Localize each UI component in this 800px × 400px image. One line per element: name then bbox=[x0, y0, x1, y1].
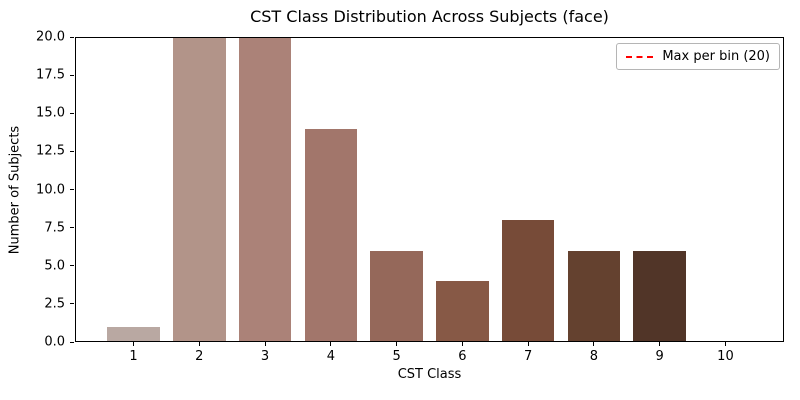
x-tick-mark-1 bbox=[133, 342, 135, 346]
x-tick-mark-4 bbox=[330, 342, 332, 346]
y-tick-mark-17.5 bbox=[70, 74, 74, 76]
bar-7 bbox=[501, 220, 555, 342]
y-tick-mark-10.0 bbox=[70, 189, 74, 190]
x-tick-label-7: 7 bbox=[524, 349, 533, 364]
x-tick-label-6: 6 bbox=[458, 349, 467, 364]
x-tick-mark-9 bbox=[659, 342, 661, 346]
x-tick-label-8: 8 bbox=[589, 349, 599, 364]
x-tick-label-5: 5 bbox=[392, 349, 401, 364]
dashed-line-icon bbox=[626, 55, 654, 58]
y-tick-mark-20.0 bbox=[70, 36, 74, 38]
bar-5 bbox=[370, 250, 423, 342]
x-tick-mark-10 bbox=[724, 342, 726, 346]
y-tick-label-17.5: 17.5 bbox=[36, 67, 65, 83]
x-axis-label: CST Class bbox=[397, 367, 462, 382]
x-tick-label-1: 1 bbox=[129, 349, 138, 364]
y-tick-mark-15.0 bbox=[70, 112, 74, 114]
y-tick-mark-12.5 bbox=[70, 150, 74, 152]
y-tick-label-0.0: 0.0 bbox=[44, 334, 65, 350]
y-tick-label-5.0: 5.0 bbox=[44, 258, 65, 274]
bar-9 bbox=[633, 250, 686, 342]
y-tick-label-7.5: 7.5 bbox=[44, 220, 65, 236]
legend-label: Max per bin (20) bbox=[662, 49, 770, 64]
bar-8 bbox=[567, 250, 621, 342]
x-tick-label-4: 4 bbox=[326, 349, 335, 364]
x-tick-label-2: 2 bbox=[195, 349, 204, 364]
y-tick-label-20.0: 20.0 bbox=[36, 29, 65, 45]
x-tick-label-10: 10 bbox=[717, 349, 734, 364]
y-tick-mark-7.5 bbox=[70, 227, 74, 229]
y-tick-label-10.0: 10.0 bbox=[36, 182, 65, 197]
x-tick-label-9: 9 bbox=[655, 349, 664, 364]
legend: Max per bin (20) bbox=[616, 43, 780, 70]
y-tick-mark-5.0 bbox=[70, 265, 74, 267]
chart-title: CST Class Distribution Across Subjects (… bbox=[250, 7, 609, 26]
y-tick-label-2.5: 2.5 bbox=[44, 296, 65, 312]
y-tick-mark-0.0 bbox=[70, 341, 74, 343]
x-tick-mark-8 bbox=[593, 342, 595, 346]
y-tick-label-12.5: 12.5 bbox=[36, 143, 65, 159]
x-tick-mark-7 bbox=[527, 342, 529, 346]
y-tick-mark-2.5 bbox=[70, 303, 74, 305]
bar-3 bbox=[238, 37, 292, 342]
bar-6 bbox=[436, 281, 489, 342]
x-tick-mark-2 bbox=[198, 342, 200, 346]
x-tick-label-3: 3 bbox=[260, 349, 270, 364]
plot-area: 1 2 3 4 5 6 7 8 9 10 0.0 2.5 5.0 7.5 10.0 12.5 15.0 17.5 2… bbox=[36, 30, 784, 364]
x-tick-mark-5 bbox=[396, 342, 398, 346]
y-tick-label-15.0: 15.0 bbox=[36, 105, 65, 121]
x-tick-mark-6 bbox=[461, 342, 463, 346]
bar-4 bbox=[304, 128, 358, 342]
bar-1 bbox=[107, 326, 160, 342]
max-per-bin-line bbox=[75, 37, 784, 38]
x-tick-mark-3 bbox=[264, 342, 266, 346]
bar-2 bbox=[172, 37, 226, 342]
